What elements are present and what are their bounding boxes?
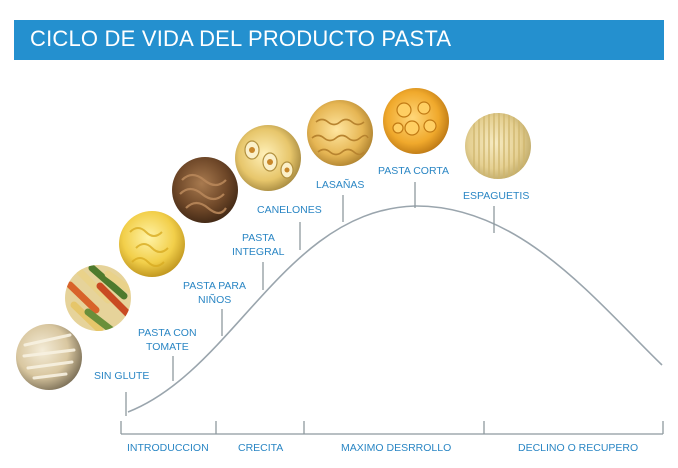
spaghetti-photo bbox=[465, 113, 531, 179]
label-sin-glute: SIN GLUTE bbox=[94, 370, 149, 382]
lasagna-photo bbox=[307, 100, 373, 166]
page-title: CICLO DE VIDA DEL PRODUCTO PASTA bbox=[30, 26, 452, 51]
phase-introduccion: INTRODUCCION bbox=[127, 442, 209, 454]
label-pasta-con-tomate: PASTA CON TOMATE bbox=[138, 327, 197, 353]
kids-pasta-photo bbox=[119, 211, 185, 277]
label-pasta-integral: PASTA INTEGRAL bbox=[232, 232, 285, 258]
cannelloni-photo bbox=[235, 125, 301, 191]
tomato-pasta-photo bbox=[65, 265, 131, 331]
label-pasta-para-ninos: PASTA PARA NIÑOS bbox=[183, 280, 246, 306]
whole-wheat-pasta-photo bbox=[172, 157, 238, 223]
gluten-free-pasta-photo bbox=[16, 324, 82, 390]
phase-axis bbox=[120, 421, 664, 435]
curve-markers bbox=[125, 182, 495, 416]
label-lasanas: LASAÑAS bbox=[316, 178, 364, 191]
phase-maximo-desarrollo: MAXIMO DESRROLLO bbox=[341, 442, 451, 454]
title-bar: CICLO DE VIDA DEL PRODUCTO PASTA bbox=[14, 20, 664, 60]
label-pasta-corta: PASTA CORTA bbox=[378, 165, 449, 177]
label-espaguetis: ESPAGUETIS bbox=[463, 190, 529, 202]
lifecycle-curve bbox=[127, 205, 663, 413]
phase-crecita: CRECITA bbox=[238, 442, 283, 454]
short-pasta-photo bbox=[383, 88, 449, 154]
phase-declino-o-recupero: DECLINO O RECUPERO bbox=[518, 442, 638, 454]
label-canelones: CANELONES bbox=[257, 204, 322, 216]
